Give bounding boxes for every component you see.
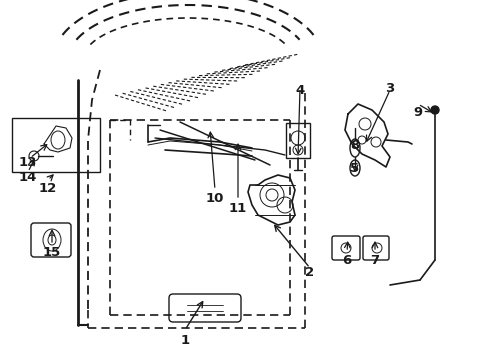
Text: 6: 6 [343,253,352,266]
Text: 5: 5 [350,162,360,175]
Circle shape [431,106,439,114]
Text: 15: 15 [43,247,61,260]
Text: 13: 13 [19,156,37,168]
Text: 12: 12 [39,181,57,194]
FancyBboxPatch shape [332,236,360,260]
Text: 8: 8 [350,139,360,152]
FancyBboxPatch shape [169,294,241,322]
Text: 7: 7 [370,253,380,266]
Text: 11: 11 [229,202,247,215]
Text: 3: 3 [385,81,394,95]
Text: 10: 10 [206,192,224,204]
Text: 4: 4 [295,84,305,96]
Bar [12,118,100,172]
FancyBboxPatch shape [31,223,71,257]
Text: 14: 14 [19,171,37,184]
FancyBboxPatch shape [363,236,389,260]
Text: 1: 1 [180,333,190,346]
Bar [286,123,310,158]
Text: 9: 9 [414,105,422,118]
Text: 2: 2 [305,266,315,279]
